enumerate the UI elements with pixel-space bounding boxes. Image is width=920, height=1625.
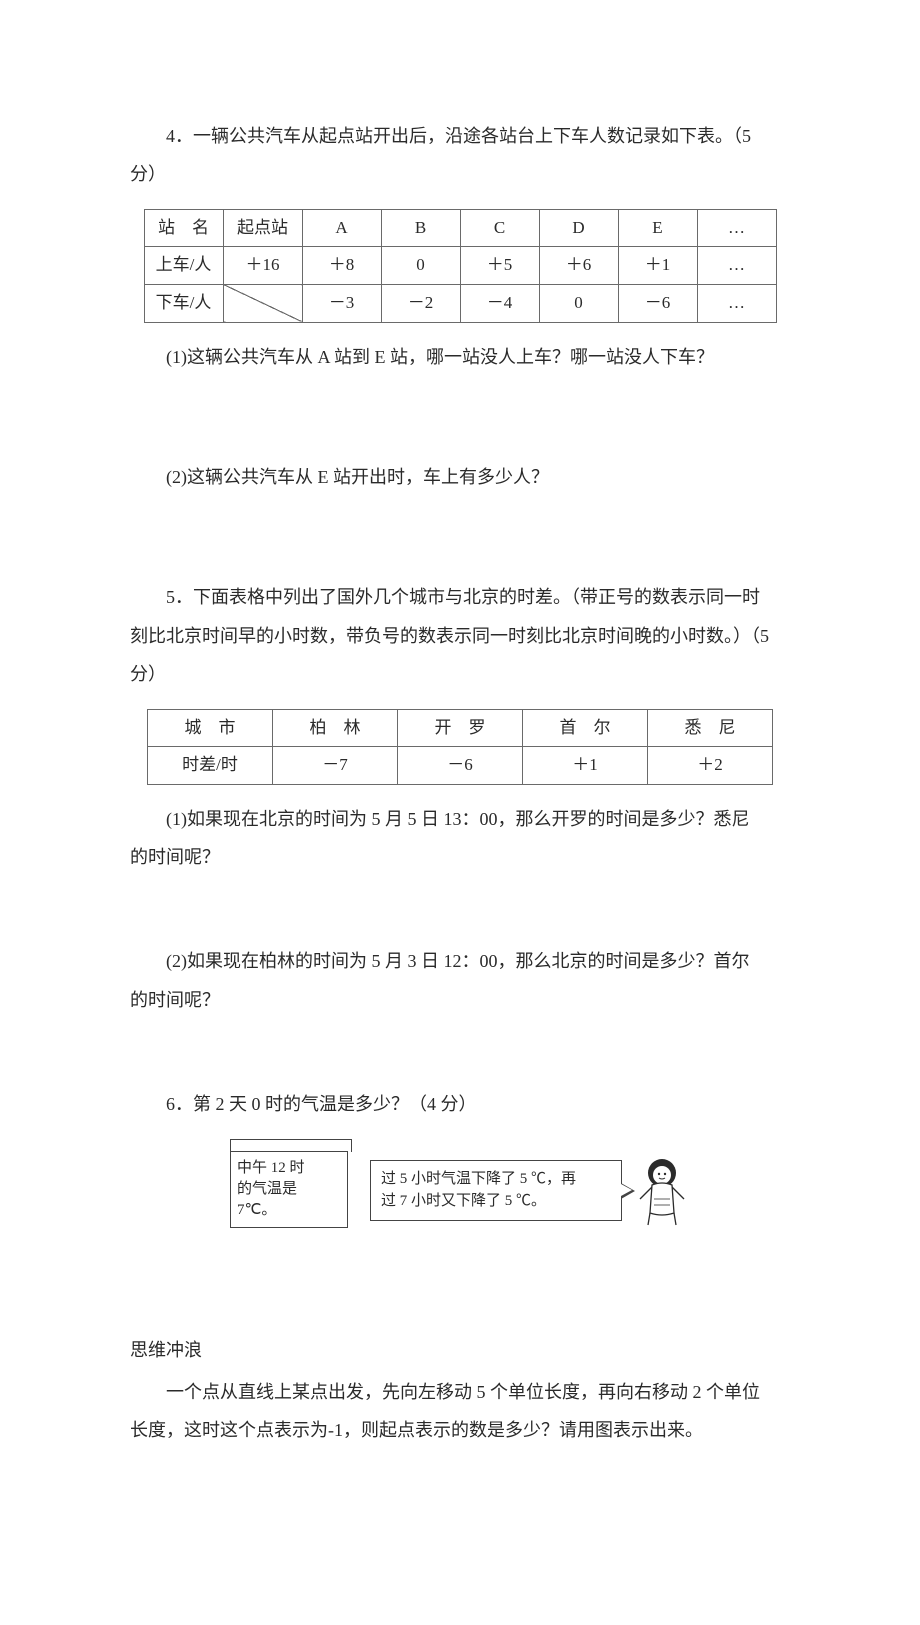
q5-v1: －6 <box>398 747 523 785</box>
q4-off-3: －4 <box>460 284 539 322</box>
q4-on-6: … <box>697 247 776 285</box>
q5-sub2-line2: 的时间呢？ <box>130 984 790 1016</box>
q4-on-3: ＋5 <box>460 247 539 285</box>
q4-on-5: ＋1 <box>618 247 697 285</box>
q5-h1: 柏 林 <box>273 709 398 747</box>
q4-on-2: 0 <box>381 247 460 285</box>
speech-line1: 过 5 小时气温下降了 5 ℃，再 <box>381 1169 611 1191</box>
q5-row-label: 时差/时 <box>148 747 273 785</box>
q6-prompt: 6．第 2 天 0 时的气温是多少？（4 分） <box>130 1088 790 1120</box>
q4-on-4: ＋6 <box>539 247 618 285</box>
q5-h4: 悉 尼 <box>648 709 773 747</box>
table-row: 城 市 柏 林 开 罗 首 尔 悉 尼 <box>148 709 773 747</box>
q5-sub1-line1: (1)如果现在北京的时间为 5 月 5 日 13：00，那么开罗的时间是多少？悉… <box>130 803 790 835</box>
q4-h0: 站 名 <box>144 209 223 247</box>
sign-line1: 中午 12 时 <box>237 1158 341 1179</box>
q4-h3: B <box>381 209 460 247</box>
q4-off-0 <box>223 284 302 322</box>
q4-off-5: －6 <box>618 284 697 322</box>
q4-h4: C <box>460 209 539 247</box>
thinking-line2: 长度，这时这个点表示为-1，则起点表示的数是多少？请用图表示出来。 <box>130 1414 790 1446</box>
info-sign: 中午 12 时 的气温是 7℃。 <box>230 1139 352 1228</box>
q5-table: 城 市 柏 林 开 罗 首 尔 悉 尼 时差/时 －7 －6 ＋1 ＋2 <box>147 709 773 785</box>
q5-h3: 首 尔 <box>523 709 648 747</box>
q5-v0: －7 <box>273 747 398 785</box>
q5-h2: 开 罗 <box>398 709 523 747</box>
q4-on-1: ＋8 <box>302 247 381 285</box>
q5-h0: 城 市 <box>148 709 273 747</box>
q4-sub2: (2)这辆公共汽车从 E 站开出时，车上有多少人？ <box>130 461 790 493</box>
q4-sub1: (1)这辆公共汽车从 A 站到 E 站，哪一站没人上车？哪一站没人下车？ <box>130 341 790 373</box>
q4-off-4: 0 <box>539 284 618 322</box>
table-row: 时差/时 －7 －6 ＋1 ＋2 <box>148 747 773 785</box>
q4-h6: E <box>618 209 697 247</box>
q5-v3: ＋2 <box>648 747 773 785</box>
thinking-line1: 一个点从直线上某点出发，先向左移动 5 个单位长度，再向右移动 2 个单位 <box>130 1376 790 1408</box>
q4-off-2: －2 <box>381 284 460 322</box>
q4-on-label: 上车/人 <box>144 247 223 285</box>
girl-icon <box>634 1155 690 1227</box>
q4-off-label: 下车/人 <box>144 284 223 322</box>
q4-table: 站 名 起点站 A B C D E … 上车/人 ＋16 ＋8 0 ＋5 ＋6 … <box>144 209 777 323</box>
q5-prompt-line2: 刻比北京时间早的小时数，带负号的数表示同一时刻比北京时间晚的小时数。）（5 <box>130 620 790 652</box>
q4-h5: D <box>539 209 618 247</box>
q4-h2: A <box>302 209 381 247</box>
q4-off-1: －3 <box>302 284 381 322</box>
q4-h1: 起点站 <box>223 209 302 247</box>
q4-prompt-line1: 4．一辆公共汽车从起点站开出后，沿途各站台上下车人数记录如下表。（5 <box>130 120 790 152</box>
q5-prompt-line1: 5．下面表格中列出了国外几个城市与北京的时差。（带正号的数表示同一时 <box>130 581 790 613</box>
q4-prompt-line2: 分） <box>130 158 790 190</box>
sign-line2: 的气温是 <box>237 1179 341 1200</box>
speech-bubble: 过 5 小时气温下降了 5 ℃，再 过 7 小时又下降了 5 ℃。 <box>370 1160 622 1222</box>
q4-h7: … <box>697 209 776 247</box>
q5-sub1-line2: 的时间呢？ <box>130 841 790 873</box>
q4-on-0: ＋16 <box>223 247 302 285</box>
q5-sub2-line1: (2)如果现在柏林的时间为 5 月 3 日 12：00，那么北京的时间是多少？首… <box>130 945 790 977</box>
thinking-title: 思维冲浪 <box>130 1334 790 1366</box>
q5-prompt-line3: 分） <box>130 658 790 690</box>
sign-line3: 7℃。 <box>237 1200 341 1221</box>
table-row: 上车/人 ＋16 ＋8 0 ＋5 ＋6 ＋1 … <box>144 247 776 285</box>
table-row: 站 名 起点站 A B C D E … <box>144 209 776 247</box>
table-row: 下车/人 －3 －2 －4 0 －6 … <box>144 284 776 322</box>
q5-v2: ＋1 <box>523 747 648 785</box>
q6-figure: 中午 12 时 的气温是 7℃。 过 5 小时气温下降了 5 ℃，再 过 7 小… <box>130 1139 790 1228</box>
q4-off-6: … <box>697 284 776 322</box>
speech-line2: 过 7 小时又下降了 5 ℃。 <box>381 1191 611 1213</box>
